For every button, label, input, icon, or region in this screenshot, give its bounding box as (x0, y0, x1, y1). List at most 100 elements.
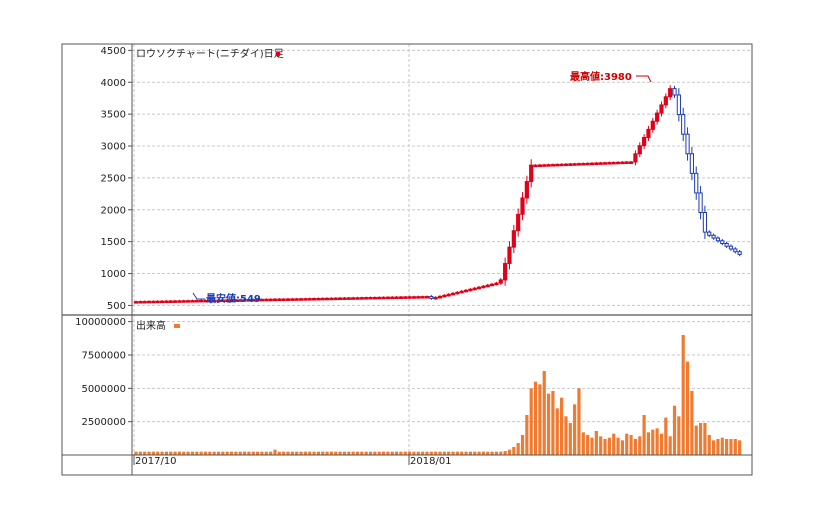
volume-bar (490, 451, 494, 455)
candle-body (446, 293, 451, 297)
candle-body (364, 297, 369, 300)
candle-body (172, 300, 178, 303)
candle-body (442, 294, 447, 298)
candle-body (416, 296, 421, 299)
candle-body (338, 297, 343, 301)
volume-bar (494, 451, 499, 455)
high-price-pointer (636, 75, 652, 83)
candle-body (498, 279, 503, 284)
volume-bar (412, 451, 416, 455)
low-annotation: 最安値:549 (192, 292, 261, 305)
volume-tick-label: 5000000 (81, 384, 126, 395)
candle-body (550, 164, 556, 167)
volume-bar (512, 447, 516, 455)
volume-bar (269, 451, 273, 455)
candle-body (342, 297, 347, 300)
volume-bar (212, 451, 216, 455)
candle-body (437, 295, 443, 299)
volume-bar (247, 451, 251, 455)
volume-bar (147, 451, 151, 455)
candle-body (559, 163, 564, 167)
volume-bar (312, 451, 316, 455)
candle-body (381, 296, 386, 300)
candle-body (207, 299, 212, 303)
volume-bar (473, 451, 477, 455)
candle-body (468, 288, 473, 292)
volume-bar (225, 451, 229, 455)
low-price-pointer (192, 292, 205, 300)
volume-tick-label: 7500000 (81, 351, 126, 362)
price-tick-label: 1000 (101, 269, 126, 280)
low-price-label: 最安値:549 (206, 292, 261, 305)
candle-body (294, 298, 299, 301)
candle-body (681, 114, 686, 135)
volume-bar (143, 451, 147, 455)
candle-body (433, 296, 438, 300)
candle-body (520, 197, 525, 215)
candle-body (268, 298, 273, 302)
candle-body (168, 300, 173, 303)
volume-bar (286, 451, 290, 455)
volume-bar (503, 451, 507, 455)
volume-bar (681, 335, 685, 455)
volume-bar (186, 451, 190, 455)
candle-body (390, 296, 395, 300)
volume-bar (429, 451, 433, 455)
volume-bar (290, 451, 294, 455)
candle-body (368, 297, 373, 300)
candle-body (411, 296, 417, 299)
candle-body (602, 162, 608, 165)
candle-body (159, 300, 165, 304)
volume-tick-label: 10000000 (75, 317, 126, 328)
candle-body (212, 299, 217, 303)
volume-bar (712, 440, 716, 455)
candle-body (298, 298, 304, 301)
volume-bar (551, 391, 555, 455)
candle-body (216, 299, 221, 303)
candle-body (737, 251, 742, 255)
volume-bar (638, 436, 642, 455)
candle-body (242, 299, 247, 302)
candle-body (563, 163, 569, 167)
volume-bar (581, 432, 585, 455)
volume-bar (594, 431, 598, 455)
volume-bar (347, 451, 351, 455)
volume-bar (173, 451, 177, 455)
volume-bar (698, 423, 703, 455)
volume-bar (260, 451, 264, 455)
candle-body (359, 297, 364, 300)
volume-bar (529, 388, 533, 455)
candle-body (720, 240, 725, 244)
volume-bar (659, 433, 664, 455)
volume-bar (590, 437, 594, 455)
candle-body (659, 104, 664, 114)
candle-body (676, 94, 681, 116)
volume-bar (447, 451, 451, 455)
volume-bar (664, 417, 668, 455)
volume-bar (342, 451, 347, 455)
volume-legend-marker (174, 324, 180, 328)
candle-body (255, 298, 260, 302)
volume-bar (460, 451, 464, 455)
volume-bar (399, 451, 403, 455)
volume-bar (221, 451, 225, 455)
volume-bar (182, 451, 186, 455)
candle-body (707, 231, 712, 236)
candle-body (694, 172, 699, 194)
candle-body (146, 300, 152, 304)
candle-body (450, 292, 456, 296)
volume-bar (216, 451, 221, 455)
candle-body (264, 298, 269, 302)
candle-body (711, 234, 716, 239)
price-tick-label: 3000 (101, 142, 126, 153)
candle-body (259, 298, 265, 302)
price-tick-label: 2500 (101, 173, 126, 184)
candle-body (377, 296, 382, 300)
candle-body (133, 301, 139, 304)
volume-bar (542, 371, 546, 455)
volume-bar (560, 397, 564, 455)
volume-bar (468, 451, 472, 455)
volume-bar (573, 404, 577, 455)
candle-body (372, 296, 377, 300)
volume-bar (455, 451, 459, 455)
